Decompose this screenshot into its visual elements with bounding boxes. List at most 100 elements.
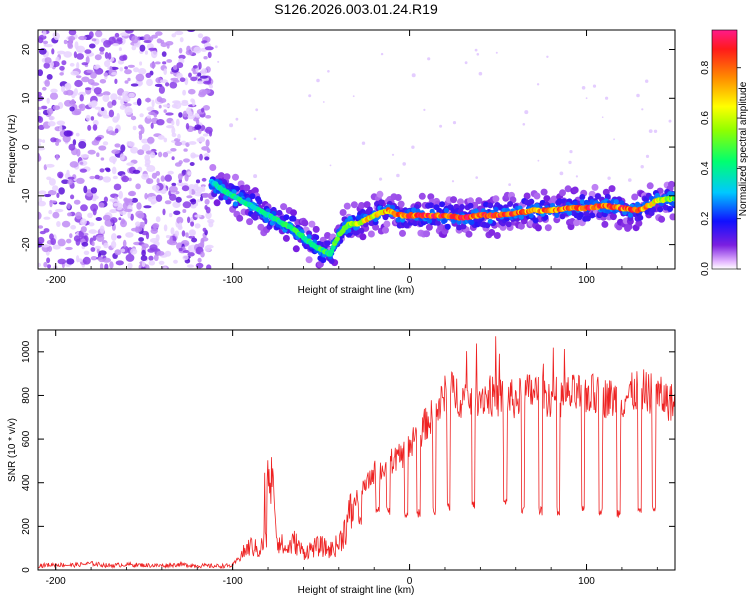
noise-blob: [185, 50, 193, 56]
noise-blob: [131, 45, 137, 51]
noise-blob: [58, 201, 66, 205]
noise-blob: [78, 35, 87, 41]
noise-blob: [151, 34, 158, 39]
noise-blob: [135, 73, 145, 82]
colorbar-ticks: 0.0 0.2 0.4 0.6 0.8: [700, 60, 741, 276]
noise-blob: [80, 154, 90, 158]
noise-blob: [38, 225, 44, 229]
ridge-point: [534, 224, 542, 232]
noise-blob: [120, 98, 124, 106]
noise-blob: [164, 250, 172, 257]
noise-blob: [108, 130, 115, 135]
noise-blob: [162, 61, 167, 65]
noise-speck: [391, 153, 395, 156]
noise-blob: [141, 266, 146, 269]
noise-blob: [57, 171, 64, 178]
ridge-point: [492, 195, 500, 203]
noise-blob: [128, 191, 135, 196]
noise-blob: [143, 205, 152, 209]
noise-speck: [423, 108, 426, 111]
noise-blob: [186, 107, 192, 114]
noise-blob: [102, 94, 110, 103]
noise-blob: [141, 144, 151, 152]
noise-blob: [181, 101, 189, 106]
ridge-point: [577, 211, 584, 218]
colorbar-tick-label: 0.2: [700, 211, 711, 225]
noise-blob: [55, 208, 64, 213]
ridge-point: [308, 220, 316, 228]
noise-blob: [101, 107, 105, 112]
noise-blob: [95, 217, 103, 221]
noise-blob: [145, 178, 154, 185]
ridge-point: [280, 203, 288, 211]
noise-blob: [42, 86, 47, 91]
ridge-point: [383, 220, 391, 228]
noise-blob: [75, 132, 80, 137]
ridge-point: [330, 244, 336, 250]
noise-blob: [166, 125, 175, 129]
ridge-point: [306, 234, 312, 240]
noise-blob: [70, 70, 80, 76]
noise-blob: [90, 203, 99, 212]
noise-blob: [113, 183, 122, 191]
noise-speck: [645, 79, 649, 83]
ridge-point: [427, 193, 435, 201]
noise-blob: [187, 171, 192, 176]
x-tick-label: 0: [407, 275, 413, 286]
noise-blob: [79, 168, 87, 173]
noise-blob: [194, 223, 201, 229]
noise-blob: [88, 222, 95, 227]
noise-blob: [47, 189, 57, 196]
noise-blob: [116, 235, 122, 239]
noise-blob: [131, 227, 139, 232]
noise-blob: [165, 235, 171, 239]
noise-blob: [111, 149, 120, 154]
noise-blob: [138, 237, 145, 242]
noise-blob: [170, 148, 177, 152]
noise-blob: [87, 149, 96, 155]
ridge-point: [367, 230, 375, 238]
noise-speck: [253, 137, 257, 141]
ridge-point: [591, 183, 599, 191]
ridge-point: [550, 195, 558, 203]
noise-blob: [163, 109, 167, 113]
noise-blob: [160, 79, 168, 84]
noise-blob: [116, 112, 120, 121]
chart-title: S126.2026.003.01.24.R19: [274, 1, 438, 17]
noise-blob: [165, 112, 174, 116]
noise-blob: [185, 123, 190, 130]
noise-blob: [123, 197, 129, 203]
noise-blob: [66, 258, 75, 265]
noise-blob: [91, 241, 95, 247]
noise-blob: [149, 244, 158, 251]
y-tick-label: 800: [21, 387, 32, 404]
noise-blob: [121, 175, 129, 183]
noise-blob: [56, 50, 66, 55]
ridge-point: [418, 192, 426, 200]
ridge-point: [487, 218, 493, 224]
noise-blob: [204, 198, 210, 205]
noise-blob: [148, 47, 157, 51]
noise-blob: [187, 252, 195, 257]
noise-blob: [109, 261, 114, 269]
ridge-point: [625, 223, 633, 231]
ridge-point: [528, 198, 535, 205]
ridge-point: [456, 219, 462, 225]
ridge-point: [627, 212, 634, 218]
noise-blob: [39, 230, 46, 235]
noise-blob: [151, 50, 158, 59]
noise-blob: [116, 37, 123, 42]
noise-blob: [141, 173, 150, 180]
noise-blob: [190, 221, 195, 227]
noise-speck: [229, 123, 234, 128]
noise-blob: [169, 185, 178, 193]
noise-blob: [113, 202, 120, 207]
noise-blob: [114, 78, 118, 85]
noise-blob: [91, 85, 95, 91]
colorbar: 0.0 0.2 0.4 0.6 0.8 Normalized spectral ampl…: [700, 29, 749, 276]
noise-blob: [204, 205, 208, 210]
noise-blob: [110, 209, 116, 213]
noise-blob: [103, 242, 109, 249]
ridge-point: [540, 188, 548, 196]
noise-blob: [122, 239, 127, 248]
